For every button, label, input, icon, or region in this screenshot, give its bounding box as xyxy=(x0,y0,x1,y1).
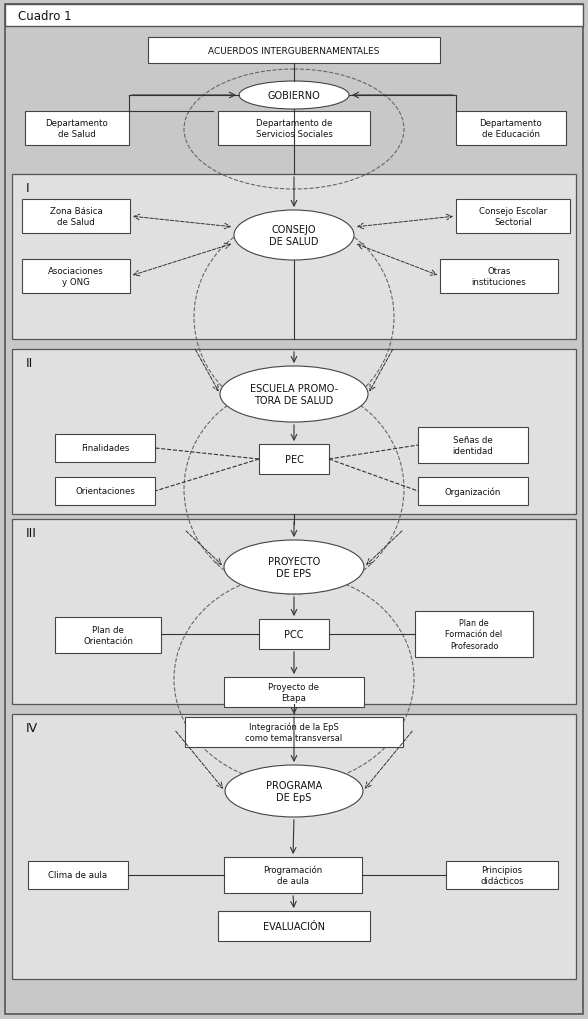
Text: IV: IV xyxy=(26,721,38,735)
FancyBboxPatch shape xyxy=(12,714,576,979)
Text: Finalidades: Finalidades xyxy=(81,444,129,453)
FancyBboxPatch shape xyxy=(224,857,362,893)
Text: Principios
didácticos: Principios didácticos xyxy=(480,865,524,886)
Text: EVALUACIÓN: EVALUACIÓN xyxy=(263,921,325,931)
Text: II: II xyxy=(26,357,34,370)
Text: PEC: PEC xyxy=(285,454,303,465)
FancyBboxPatch shape xyxy=(12,175,576,339)
FancyBboxPatch shape xyxy=(446,861,558,890)
Text: Consejo Escolar
Sectorial: Consejo Escolar Sectorial xyxy=(479,207,547,227)
FancyBboxPatch shape xyxy=(55,434,155,463)
FancyBboxPatch shape xyxy=(12,520,576,704)
Ellipse shape xyxy=(234,211,354,261)
Text: Orientaciones: Orientaciones xyxy=(75,487,135,496)
Text: Organización: Organización xyxy=(445,487,501,496)
Text: PROGRAMA
DE EpS: PROGRAMA DE EpS xyxy=(266,780,322,802)
FancyBboxPatch shape xyxy=(224,678,364,707)
FancyBboxPatch shape xyxy=(22,260,130,293)
FancyBboxPatch shape xyxy=(148,38,440,64)
Text: Clima de aula: Clima de aula xyxy=(48,870,108,879)
FancyBboxPatch shape xyxy=(218,112,370,146)
Text: Proyecto de
Etapa: Proyecto de Etapa xyxy=(269,683,319,702)
FancyBboxPatch shape xyxy=(415,611,533,657)
Text: GOBIERNO: GOBIERNO xyxy=(268,91,320,101)
Text: Cuadro 1: Cuadro 1 xyxy=(18,9,72,22)
Text: Plan de
Orientación: Plan de Orientación xyxy=(83,626,133,645)
FancyBboxPatch shape xyxy=(22,200,130,233)
Text: ESCUELA PROMO-
TORA DE SALUD: ESCUELA PROMO- TORA DE SALUD xyxy=(250,383,338,406)
Text: ACUERDOS INTERGUBERNAMENTALES: ACUERDOS INTERGUBERNAMENTALES xyxy=(208,47,380,55)
FancyBboxPatch shape xyxy=(5,5,583,1014)
FancyBboxPatch shape xyxy=(28,861,128,890)
Text: PROYECTO
DE EPS: PROYECTO DE EPS xyxy=(268,556,320,579)
Text: PCC: PCC xyxy=(284,630,304,639)
FancyBboxPatch shape xyxy=(218,911,370,942)
FancyBboxPatch shape xyxy=(55,478,155,505)
Text: Departamento de
Servicios Sociales: Departamento de Servicios Sociales xyxy=(256,119,332,139)
Text: Plan de
Formación del
Profesorado: Plan de Formación del Profesorado xyxy=(446,619,503,650)
FancyBboxPatch shape xyxy=(55,618,161,653)
FancyBboxPatch shape xyxy=(418,478,528,505)
Text: CONSEJO
DE SALUD: CONSEJO DE SALUD xyxy=(269,224,319,247)
Ellipse shape xyxy=(224,540,364,594)
FancyBboxPatch shape xyxy=(185,717,403,747)
FancyBboxPatch shape xyxy=(12,350,576,515)
Text: Asociaciones
y ONG: Asociaciones y ONG xyxy=(48,267,104,286)
FancyBboxPatch shape xyxy=(259,444,329,475)
Text: Departamento
de Educación: Departamento de Educación xyxy=(480,119,542,139)
Ellipse shape xyxy=(225,765,363,817)
Text: I: I xyxy=(26,182,29,196)
FancyBboxPatch shape xyxy=(418,428,528,464)
FancyBboxPatch shape xyxy=(456,200,570,233)
Ellipse shape xyxy=(239,82,349,110)
Text: Integración de la EpS
como tema transversal: Integración de la EpS como tema transver… xyxy=(245,722,343,743)
Text: Señas de
identidad: Señas de identidad xyxy=(453,435,493,455)
Text: III: III xyxy=(26,527,37,540)
Text: Zona Básica
de Salud: Zona Básica de Salud xyxy=(49,207,102,227)
FancyBboxPatch shape xyxy=(259,620,329,649)
Ellipse shape xyxy=(220,367,368,423)
Text: Departamento
de Salud: Departamento de Salud xyxy=(46,119,108,139)
Text: Programación
de aula: Programación de aula xyxy=(263,865,323,886)
FancyBboxPatch shape xyxy=(5,5,583,26)
Text: Otras
instituciones: Otras instituciones xyxy=(472,267,526,286)
FancyBboxPatch shape xyxy=(440,260,558,293)
FancyBboxPatch shape xyxy=(456,112,566,146)
FancyBboxPatch shape xyxy=(25,112,129,146)
